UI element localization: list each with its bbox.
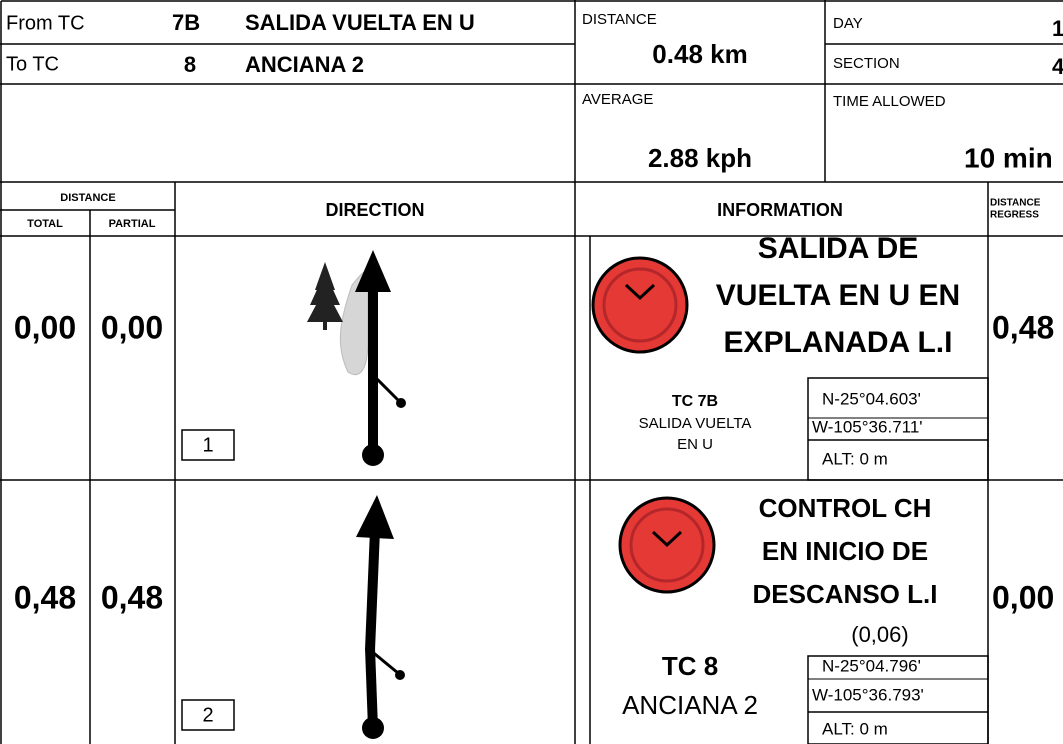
tc-name: EN U xyxy=(677,436,713,453)
tc-code: TC 7B xyxy=(672,393,718,410)
section-value: 4 xyxy=(1052,54,1063,79)
total-distance: 0,48 xyxy=(14,579,76,615)
box-number: 1 xyxy=(202,434,213,456)
to-name: ANCIANA 2 xyxy=(245,52,364,77)
partial-distance: 0,00 xyxy=(101,309,163,345)
info-line: CONTROL CH xyxy=(759,493,932,523)
average-label: AVERAGE xyxy=(582,91,653,108)
distance-label: DISTANCE xyxy=(582,11,657,28)
longitude: W-105°36.793' xyxy=(812,685,924,704)
total-distance: 0,00 xyxy=(14,309,76,345)
col-distance: DISTANCE xyxy=(60,192,115,204)
from-label: From TC xyxy=(6,12,85,34)
to-tc: 8 xyxy=(184,52,196,77)
latitude: N-25°04.603' xyxy=(822,389,921,408)
info-line: EXPLANADA L.I xyxy=(724,326,953,359)
regress-distance: 0,48 xyxy=(992,309,1054,345)
time-label: TIME ALLOWED xyxy=(833,93,946,110)
partial-distance: 0,48 xyxy=(101,579,163,615)
col-total: TOTAL xyxy=(27,218,63,230)
box-number: 2 xyxy=(202,704,213,726)
info-line: VUELTA EN U EN xyxy=(716,279,960,312)
tulip-1 xyxy=(181,250,989,481)
tulip-2 xyxy=(181,495,989,744)
from-name: SALIDA VUELTA EN U xyxy=(245,10,475,35)
altitude: ALT: 0 m xyxy=(822,719,888,738)
info-line: EN INICIO DE xyxy=(762,536,928,566)
tc-code: TC 8 xyxy=(662,651,718,681)
col-regress: REGRESS xyxy=(990,210,1039,221)
col-partial: PARTIAL xyxy=(109,218,156,230)
regress-distance: 0,00 xyxy=(992,579,1054,615)
to-label: To TC xyxy=(6,53,59,75)
from-tc: 7B xyxy=(172,10,200,35)
day-value: 1 xyxy=(1052,16,1063,41)
section-label: SECTION xyxy=(833,55,900,72)
day-label: DAY xyxy=(833,15,863,32)
average-value: 2.88 kph xyxy=(648,143,752,173)
info-line: DESCANSO L.I xyxy=(753,579,938,609)
latitude: N-25°04.796' xyxy=(822,656,921,675)
info-line: SALIDA DE xyxy=(758,232,919,265)
time-value: 10 min xyxy=(964,142,1053,173)
altitude: ALT: 0 m xyxy=(822,449,888,468)
col-direction: DIRECTION xyxy=(326,200,425,220)
info-note: (0,06) xyxy=(851,622,908,647)
tc-name: SALIDA VUELTA xyxy=(639,415,752,432)
tc-name: ANCIANA 2 xyxy=(622,690,758,720)
col-information: INFORMATION xyxy=(717,200,843,220)
longitude: W-105°36.711' xyxy=(812,417,923,436)
distance-value: 0.48 km xyxy=(652,39,747,69)
col-regress: DISTANCE xyxy=(990,198,1041,209)
